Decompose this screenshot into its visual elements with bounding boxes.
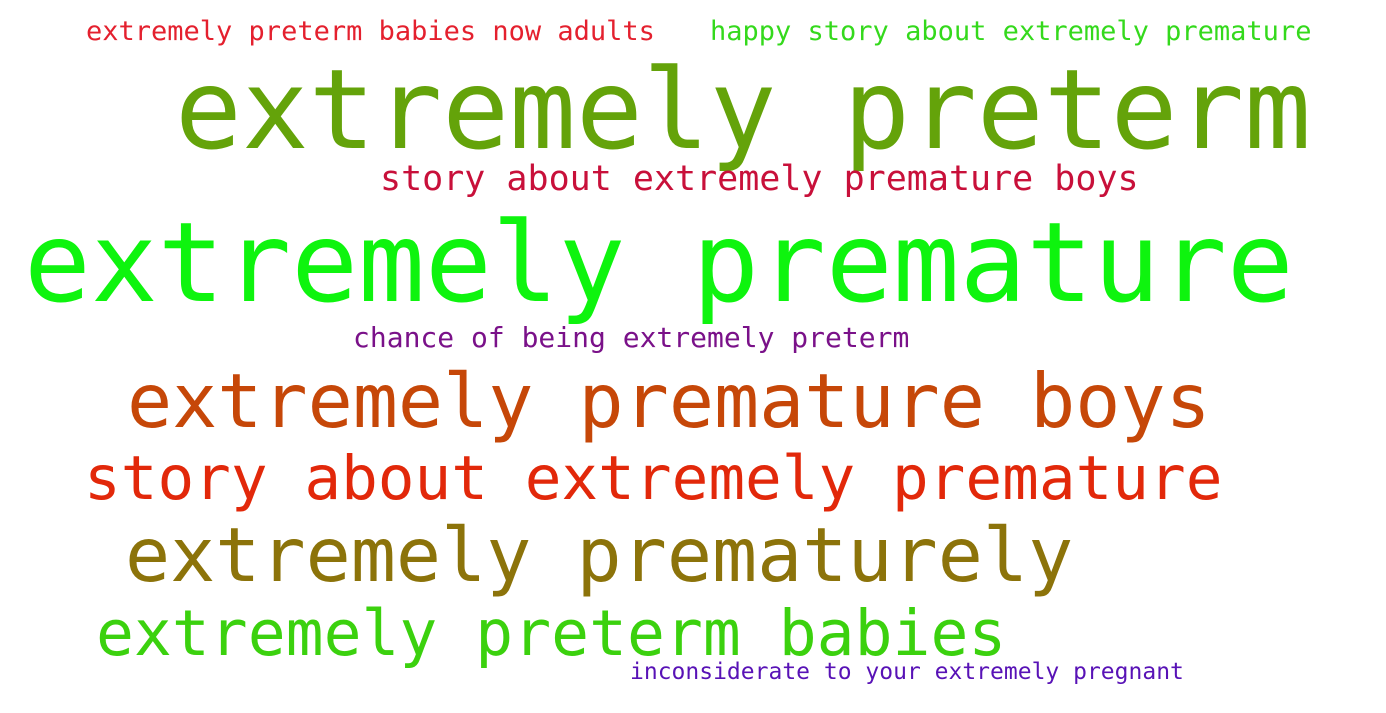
word-extremely-premature: extremely premature	[24, 199, 1294, 328]
word-story-about-extremely-premature-boys: story about extremely premature boys	[380, 159, 1139, 199]
word-story-about-extremely-premature: story about extremely premature	[84, 443, 1223, 514]
word-extremely-preterm-babies-now-adults: extremely preterm babies now adults	[86, 16, 655, 47]
word-chance-of-being-extremely-preterm: chance of being extremely preterm	[353, 321, 910, 354]
word-happy-story-about-extremely-premature: happy story about extremely premature	[710, 16, 1312, 47]
word-extremely-preterm: extremely preterm	[175, 46, 1312, 175]
word-extremely-preterm-babies: extremely preterm babies	[96, 597, 1007, 670]
word-extremely-premature-boys: extremely premature boys	[127, 357, 1211, 445]
word-inconsiderate-to-your-extremely-pregnant: inconsiderate to your extremely pregnant	[630, 659, 1184, 685]
word-extremely-prematurely: extremely prematurely	[125, 511, 1074, 599]
